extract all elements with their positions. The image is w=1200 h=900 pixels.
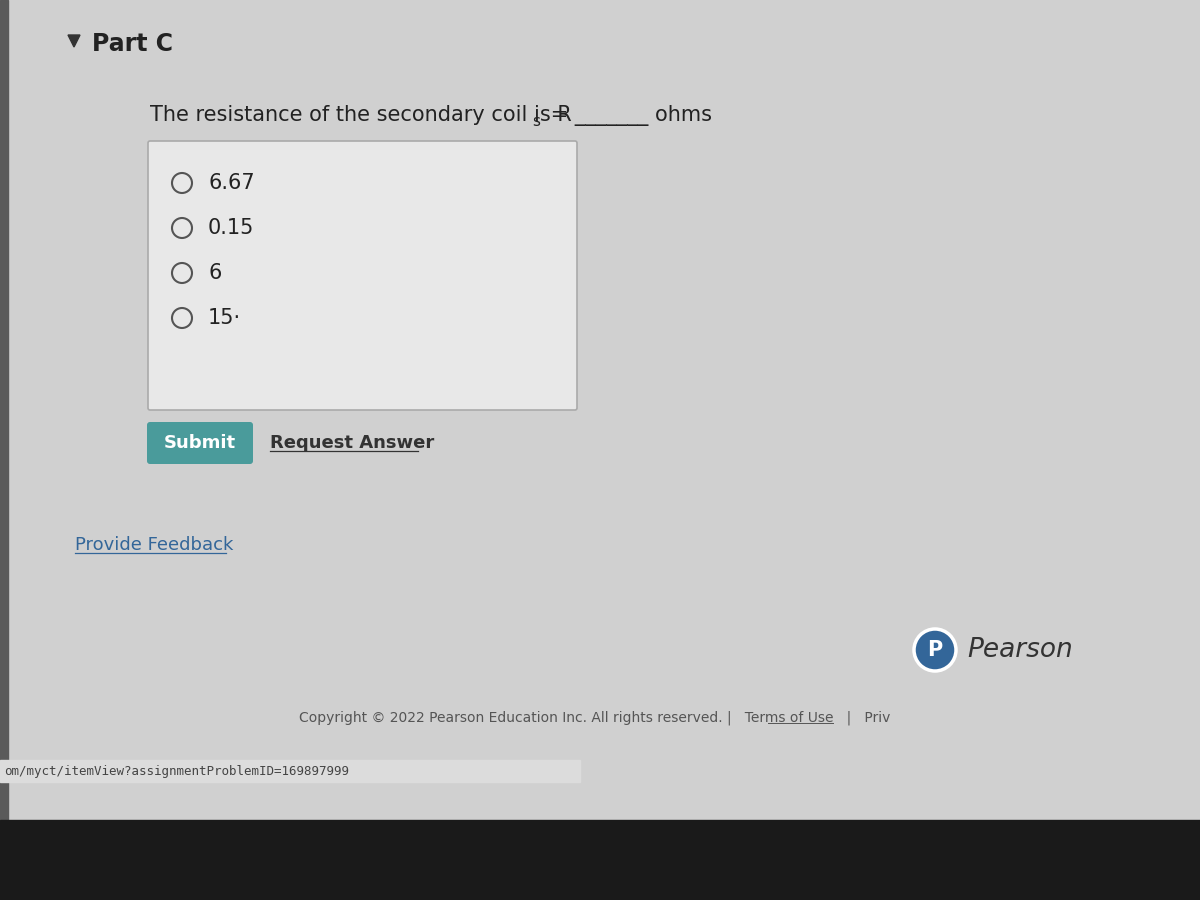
Text: Part C: Part C bbox=[92, 32, 173, 56]
Text: 0.15: 0.15 bbox=[208, 218, 254, 238]
Bar bbox=[0, 820, 1200, 900]
Bar bbox=[0, 0, 8, 820]
Bar bbox=[0, 760, 580, 782]
Text: Request Answer: Request Answer bbox=[270, 434, 434, 452]
Text: Submit: Submit bbox=[164, 434, 236, 452]
Text: = _______ ohms: = _______ ohms bbox=[544, 104, 712, 125]
FancyBboxPatch shape bbox=[148, 141, 577, 410]
Text: Provide Feedback: Provide Feedback bbox=[74, 536, 233, 554]
Text: Pearson: Pearson bbox=[967, 637, 1073, 663]
FancyBboxPatch shape bbox=[148, 422, 253, 464]
Polygon shape bbox=[68, 35, 80, 47]
Text: Copyright © 2022 Pearson Education Inc. All rights reserved. |   Terms of Use   : Copyright © 2022 Pearson Education Inc. … bbox=[299, 711, 890, 725]
Text: 15·: 15· bbox=[208, 308, 241, 328]
Text: P: P bbox=[928, 640, 943, 660]
Text: 6.67: 6.67 bbox=[208, 173, 254, 193]
Text: om/myct/itemView?assignmentProblemID=169897999: om/myct/itemView?assignmentProblemID=169… bbox=[4, 764, 349, 778]
Circle shape bbox=[914, 629, 956, 671]
Text: s: s bbox=[532, 113, 540, 129]
Text: 6: 6 bbox=[208, 263, 221, 283]
Text: The resistance of the secondary coil is R: The resistance of the secondary coil is … bbox=[150, 105, 571, 125]
